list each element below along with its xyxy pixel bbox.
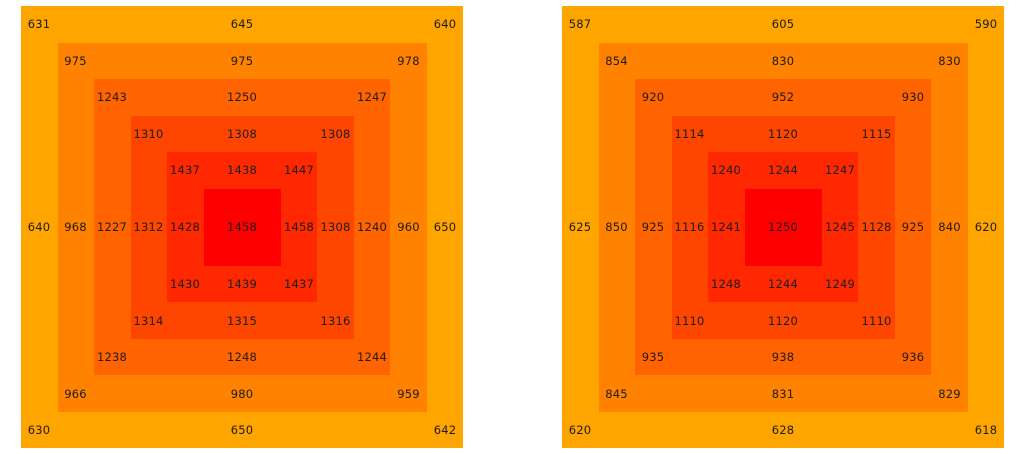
ring-0-bl-value: 630 (27, 423, 51, 437)
ring-2-r-value: 1240 (356, 220, 388, 234)
ring-3-l-value: 1116 (674, 220, 705, 234)
ring-2-b-value: 1248 (226, 350, 258, 364)
ring-5 (203, 188, 281, 266)
ring-1-br-value: 829 (938, 386, 961, 401)
ring-0-l-value: 625 (568, 220, 592, 234)
ring-4-br-value: 1437 (283, 277, 315, 291)
ring-1-l-value: 850 (605, 220, 628, 234)
ring-4-b-value: 1439 (226, 277, 258, 291)
ring-4-tr-value: 1247 (824, 163, 856, 177)
ring-3-br-value: 1316 (320, 313, 351, 328)
ring-1-br-value: 959 (397, 386, 420, 401)
ring-2-tl-value: 1243 (96, 90, 128, 104)
ring-0-tl-value: 631 (27, 17, 51, 31)
ring-1-b-value: 980 (230, 386, 254, 401)
ring-4-tl-value: 1240 (710, 163, 742, 177)
ring-3-bl-value: 1314 (133, 313, 164, 328)
ring-1-tl-value: 854 (605, 53, 628, 68)
ring-3-r-value: 1128 (861, 220, 892, 234)
ring-4-tr-value: 1447 (283, 163, 315, 177)
ring-2-b-value: 938 (771, 350, 795, 364)
ring-0-br-value: 618 (974, 423, 998, 437)
ring-2-tl-value: 920 (641, 90, 665, 104)
ring-4-l-value: 1428 (169, 220, 201, 234)
ring-4-l-value: 1241 (710, 220, 742, 234)
ring-3-br-value: 1110 (861, 313, 892, 328)
ring-4-bl-value: 1430 (169, 277, 201, 291)
ring-2-bl-value: 935 (641, 350, 665, 364)
ring-4-bl-value: 1248 (710, 277, 742, 291)
ring-3-tr-value: 1115 (861, 126, 892, 141)
ring-0-tl-value: 587 (568, 17, 592, 31)
ring-0-r-value: 650 (433, 220, 457, 234)
ring-2-r-value: 925 (901, 220, 925, 234)
ring-2-br-value: 1244 (356, 350, 388, 364)
ring-0-tr-value: 640 (433, 17, 457, 31)
ring-2-bl-value: 1238 (96, 350, 128, 364)
right-heatmap-panel: 587 605 590 625 620 620 628 618 854 830 830 850 840 8… (562, 6, 1004, 448)
ring-2-br-value: 936 (901, 350, 925, 364)
ring-3-tl-value: 1114 (674, 126, 705, 141)
ring-1-l-value: 968 (64, 220, 87, 234)
ring-3-t-value: 1308 (226, 126, 258, 141)
ring-0-b-value: 628 (771, 423, 795, 437)
ring-4-r-value: 1245 (824, 220, 856, 234)
ring-1-bl-value: 845 (605, 386, 628, 401)
ring-4-b-value: 1244 (767, 277, 799, 291)
ring-1-tr-value: 978 (397, 53, 420, 68)
left-heatmap-panel: 631 645 640 640 650 630 650 642 975 975 978 968 960 9… (21, 6, 463, 448)
ring-0-bl-value: 620 (568, 423, 592, 437)
ring-5-c-value: 1250 (767, 220, 799, 234)
ring-4-br-value: 1249 (824, 277, 856, 291)
ring-3-bl-value: 1110 (674, 313, 705, 328)
ring-3-b-value: 1120 (767, 313, 799, 328)
ring-2-l-value: 1227 (96, 220, 128, 234)
ring-2-tr-value: 930 (901, 90, 925, 104)
ring-0-t-value: 605 (771, 17, 795, 31)
ring-0-l-value: 640 (27, 220, 51, 234)
ring-3-t-value: 1120 (767, 126, 799, 141)
ring-1-tl-value: 975 (64, 53, 87, 68)
ring-1-b-value: 831 (771, 386, 795, 401)
ring-5 (744, 188, 822, 266)
ring-3-tl-value: 1310 (133, 126, 164, 141)
ring-2-l-value: 925 (641, 220, 665, 234)
ring-1-tr-value: 830 (938, 53, 961, 68)
ring-0-t-value: 645 (230, 17, 254, 31)
ring-1-bl-value: 966 (64, 386, 87, 401)
ring-2-t-value: 1250 (226, 90, 258, 104)
ring-4-t-value: 1438 (226, 163, 258, 177)
ring-0-tr-value: 590 (974, 17, 998, 31)
ring-3-l-value: 1312 (133, 220, 164, 234)
ring-1-t-value: 975 (230, 53, 254, 68)
ring-1-r-value: 960 (397, 220, 420, 234)
ring-0-r-value: 620 (974, 220, 998, 234)
ring-1-t-value: 830 (771, 53, 795, 68)
ring-5-c-value: 1458 (226, 220, 258, 234)
ring-1-r-value: 840 (938, 220, 961, 234)
ring-0-br-value: 642 (433, 423, 457, 437)
ring-4-tl-value: 1437 (169, 163, 201, 177)
ring-4-t-value: 1244 (767, 163, 799, 177)
ring-2-t-value: 952 (771, 90, 795, 104)
ring-3-r-value: 1308 (320, 220, 351, 234)
ring-2-tr-value: 1247 (356, 90, 388, 104)
ring-4-r-value: 1458 (283, 220, 315, 234)
ring-3-b-value: 1315 (226, 313, 258, 328)
ring-3-tr-value: 1308 (320, 126, 351, 141)
ring-0-b-value: 650 (230, 423, 254, 437)
